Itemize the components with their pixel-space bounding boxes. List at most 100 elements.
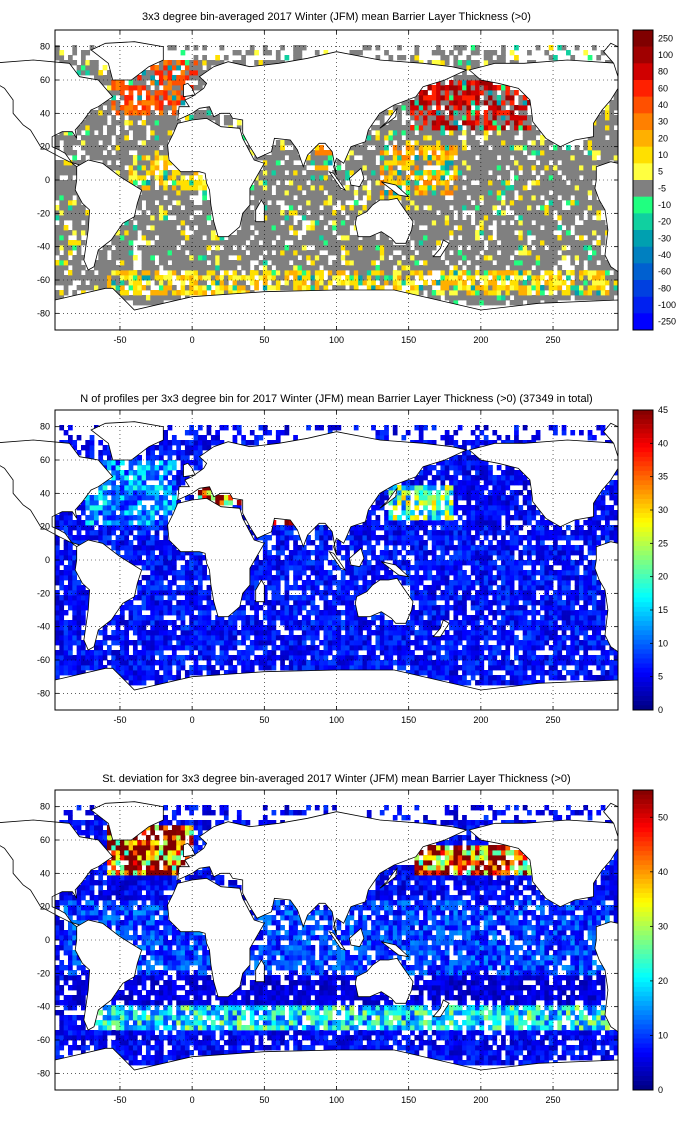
bin-cell [466, 75, 472, 81]
bin-cell [206, 115, 212, 121]
bin-cell [80, 55, 86, 61]
bin-cell [431, 160, 437, 166]
bin-cell [505, 140, 511, 146]
bin-cell [98, 280, 104, 286]
bin-cell [284, 140, 290, 146]
bin-cell [488, 180, 493, 186]
bin-cell [470, 170, 476, 176]
bin-cell [184, 270, 190, 276]
bin-cell [141, 655, 147, 661]
bin-cell [401, 105, 407, 111]
bin-cell [457, 80, 463, 86]
bin-cell [353, 205, 359, 211]
bin-cell [319, 240, 324, 246]
bin-cell [440, 290, 446, 296]
bin-cell [80, 630, 86, 636]
bin-cell [457, 45, 463, 51]
bin-cell [518, 160, 524, 166]
bin-cell [600, 275, 606, 281]
bin-cell [470, 80, 476, 86]
bin-cell [158, 135, 164, 141]
bin-cell [332, 240, 337, 246]
bin-cell [314, 635, 320, 641]
bin-cell [319, 150, 324, 156]
bin-cell [540, 220, 545, 226]
bin-cell [397, 135, 402, 141]
bin-cell [189, 65, 194, 71]
bin-cell [150, 675, 156, 681]
bin-cell [150, 175, 156, 181]
bin-cell [427, 625, 433, 631]
bin-cell [535, 640, 541, 646]
bin-cell [488, 100, 493, 106]
bin-cell [444, 170, 450, 176]
bin-cell [501, 260, 506, 266]
bin-cell [80, 135, 86, 141]
bin-cell [176, 195, 181, 201]
bin-cell [306, 630, 311, 636]
bin-cell [405, 650, 411, 656]
bin-cell [518, 255, 524, 261]
bin-cell [496, 215, 502, 221]
bin-cell [483, 60, 489, 66]
bin-cell [570, 235, 576, 241]
bin-cell [206, 210, 212, 216]
bin-cell [293, 225, 298, 231]
colorbar-swatch [633, 246, 653, 264]
bin-cell [457, 105, 463, 111]
bin-cell [587, 190, 593, 196]
bin-cell [596, 140, 602, 146]
bin-cell [154, 105, 160, 111]
bin-cell [141, 105, 147, 111]
bin-cell [180, 230, 186, 236]
bin-cell [280, 260, 285, 266]
bin-cell [440, 190, 446, 196]
bin-cell [457, 295, 463, 301]
bin-cell [306, 205, 311, 211]
bin-cell [102, 635, 108, 641]
bin-cell [236, 260, 242, 266]
bin-cell [353, 50, 359, 56]
bin-cell [245, 655, 251, 661]
bin-cell [288, 175, 294, 181]
bin-cell [124, 150, 130, 156]
bin-cell [150, 195, 156, 201]
bin-cell [440, 125, 446, 131]
bin-cell [587, 640, 593, 646]
bin-cell [457, 60, 463, 66]
bin-cell [574, 255, 580, 261]
bin-cell [67, 185, 73, 191]
bin-cell [492, 270, 498, 276]
bin-cell [176, 100, 181, 106]
bin-cell [509, 190, 515, 196]
bin-cell [184, 635, 190, 641]
bin-cell [301, 215, 307, 221]
bin-cell [72, 185, 78, 191]
bin-cell [345, 225, 350, 231]
bin-cell [314, 660, 320, 666]
bin-cell [340, 265, 346, 271]
bin-cell [319, 155, 324, 161]
bin-cell [384, 235, 389, 241]
bin-cell [371, 165, 376, 171]
bin-cell [189, 665, 194, 671]
bin-cell [613, 665, 619, 671]
bin-cell [132, 645, 138, 651]
bin-cell [418, 105, 424, 111]
bin-cell [466, 200, 472, 206]
bin-cell [111, 85, 117, 91]
bin-cell [288, 255, 294, 261]
bin-cell [189, 200, 194, 206]
bin-cell [496, 675, 502, 681]
bin-cell [124, 170, 130, 176]
bin-cell [453, 170, 459, 176]
bin-cell [418, 120, 424, 126]
bin-cell [509, 50, 515, 56]
bin-cell [353, 240, 359, 246]
bin-cell [150, 235, 156, 241]
bin-cell [89, 655, 95, 661]
grid [55, 30, 618, 330]
bin-cell [171, 290, 177, 296]
bin-cell [323, 630, 329, 636]
bin-cell [72, 230, 78, 236]
